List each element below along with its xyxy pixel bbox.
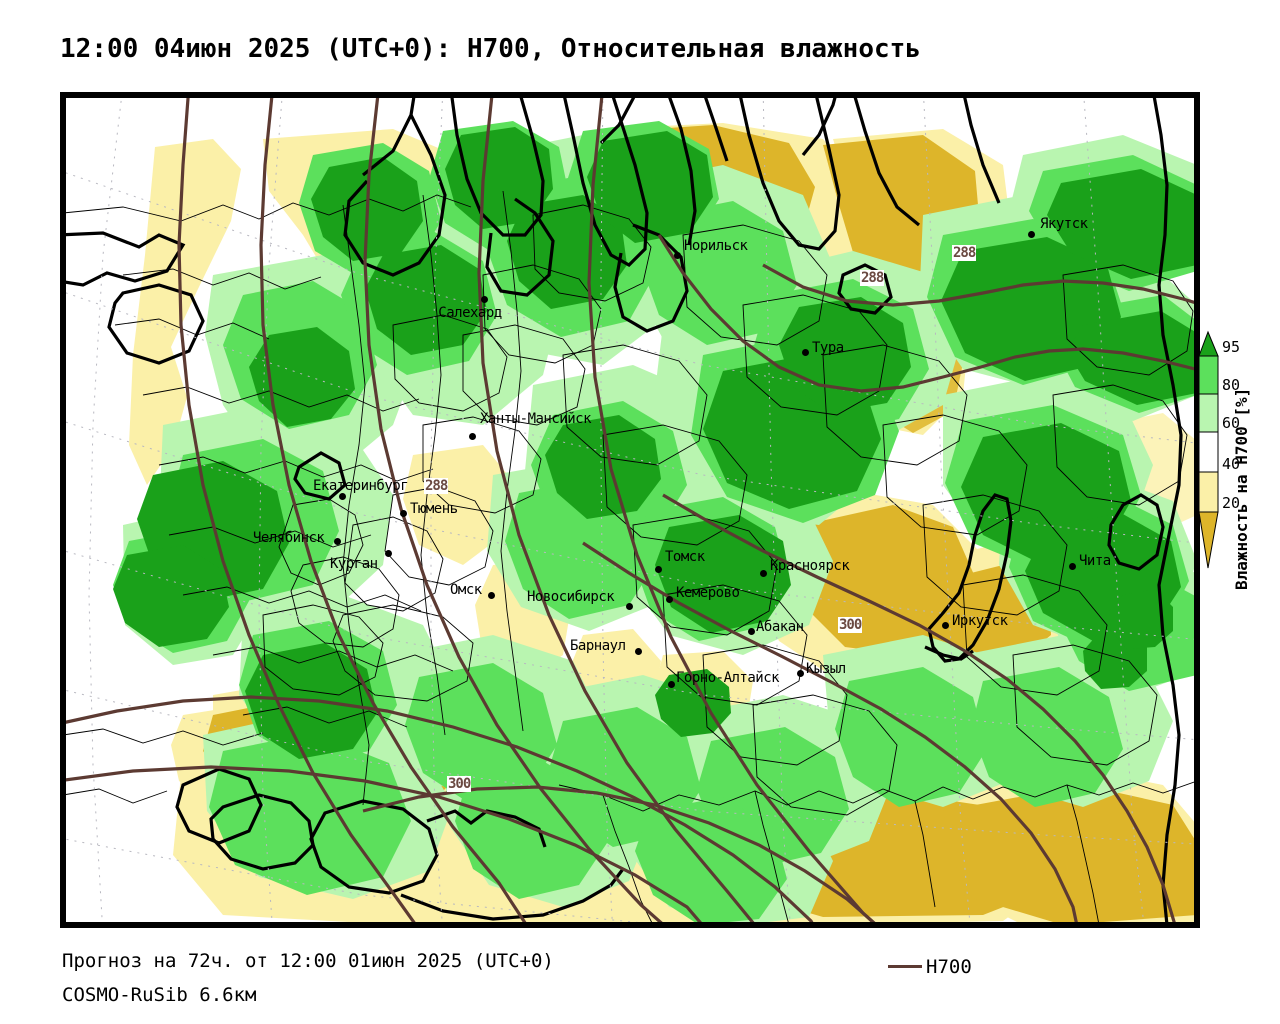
graticule (63, 95, 1197, 925)
model-info-line: COSMO-RuSib 6.6км (62, 984, 257, 1006)
colorbar[interactable] (1198, 330, 1220, 570)
contour-value-label: 288 (860, 270, 884, 286)
colorbar-axis-title: Влажность на H700 [%] (1232, 387, 1251, 590)
city-dot (1028, 231, 1035, 238)
forecast-info-line: Прогноз на 72ч. от 12:00 01июн 2025 (UTC… (62, 950, 554, 972)
page-title: 12:00 04июн 2025 (UTC+0): H700, Относите… (60, 34, 921, 64)
city-dot (385, 550, 392, 557)
city-dot (400, 510, 407, 517)
city-dot (1069, 563, 1076, 570)
contour-value-label: 300 (838, 617, 862, 633)
city-dot (668, 681, 675, 688)
city-dot (469, 433, 476, 440)
city-dot (674, 252, 681, 259)
city-dot (942, 622, 949, 629)
colorbar-tick-60: 60 (1222, 414, 1241, 432)
colorbar-graphic (1198, 330, 1219, 569)
city-dot (481, 296, 488, 303)
city-dot (488, 592, 495, 599)
contour-value-label: 288 (952, 245, 976, 261)
city-dot (666, 596, 673, 603)
h700-legend-line-icon (888, 965, 922, 968)
map-canvas[interactable]: Якутск Норильск Салехард Тура Ханты-Мансийск… (60, 92, 1200, 928)
colorbar-tick-20: 20 (1222, 494, 1241, 512)
map-graphics (63, 95, 1197, 925)
city-dot (748, 628, 755, 635)
colorbar-ticks: 95 80 60 40 20 (1222, 330, 1262, 570)
city-dot (655, 566, 662, 573)
colorbar-tick-80: 80 (1222, 376, 1241, 394)
coastline-layer (63, 95, 1183, 925)
city-dot (635, 648, 642, 655)
city-dot (339, 493, 346, 500)
city-dot (626, 603, 633, 610)
colorbar-tick-95: 95 (1222, 338, 1241, 356)
contour-value-label: 288 (424, 478, 448, 494)
city-dot (797, 670, 804, 677)
h700-legend-label: H700 (926, 956, 972, 978)
city-dot (334, 538, 341, 545)
contour-value-label: 300 (447, 776, 471, 792)
colorbar-tick-40: 40 (1222, 455, 1241, 473)
city-dot (760, 570, 767, 577)
city-dot (802, 349, 809, 356)
